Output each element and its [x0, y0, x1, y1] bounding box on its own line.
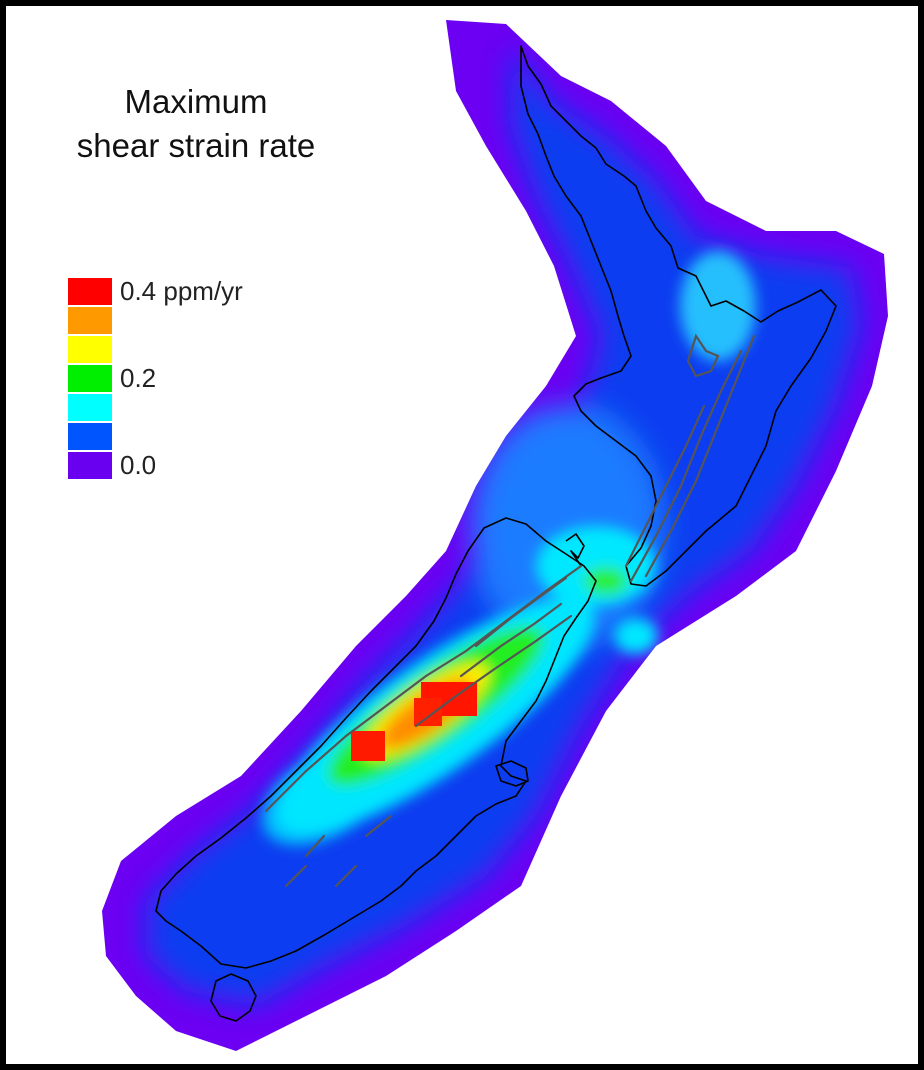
legend-swatch-orange — [68, 307, 112, 334]
legend-swatch-yellow — [68, 336, 112, 363]
fault-line-short-4 — [364, 814, 393, 838]
legend-swatch-violet — [68, 452, 112, 479]
map-title-line-2: shear strain rate — [76, 127, 316, 164]
strain-field-cyan-strait — [536, 526, 656, 606]
clarence-fault-line — [459, 602, 563, 678]
north-island-fault-line-2 — [644, 334, 756, 578]
legend-swatch-blue — [68, 423, 112, 450]
taupo-fault-line — [686, 333, 720, 378]
north-island-fault-line-1 — [629, 349, 743, 583]
legend-label-mid: 0.2 — [120, 363, 157, 393]
strain-rate-map — [102, 20, 888, 1051]
fault-line-short-1 — [304, 834, 326, 858]
fault-line-short-2 — [334, 864, 358, 888]
map-title-line-1: Maximum — [124, 83, 268, 120]
strain-field-cyan-east — [614, 618, 658, 654]
strain-hotspot-south — [351, 731, 385, 761]
legend-swatch-red — [68, 278, 112, 305]
strain-field-cyan-north — [680, 251, 756, 361]
north-island-fault-line-3 — [624, 404, 706, 568]
awatere-fault-line — [474, 576, 568, 648]
legend-label-bottom: 0.0 — [120, 450, 157, 480]
north-island-coastline — [520, 45, 837, 587]
hope-fault-line — [414, 614, 573, 728]
legend-swatch-cyan — [68, 394, 112, 421]
fault-line-short-3 — [284, 864, 308, 888]
legend-swatch-green — [68, 365, 112, 392]
legend-label-top: 0.4 ppm/yr — [120, 276, 243, 306]
banks-peninsula-coastline — [495, 760, 529, 787]
stewart-island-coastline — [210, 973, 257, 1022]
marlborough-sounds-coastline — [565, 533, 585, 567]
strain-hotspot-mid — [414, 698, 442, 726]
map-title: Maximum shear strain rate — [26, 80, 366, 168]
strain-field-green-north — [584, 567, 628, 595]
south-island-coastline — [155, 517, 597, 969]
map-frame: Maximum shear strain rate 0.4 ppm/yr 0.2 0… — [6, 6, 918, 1064]
